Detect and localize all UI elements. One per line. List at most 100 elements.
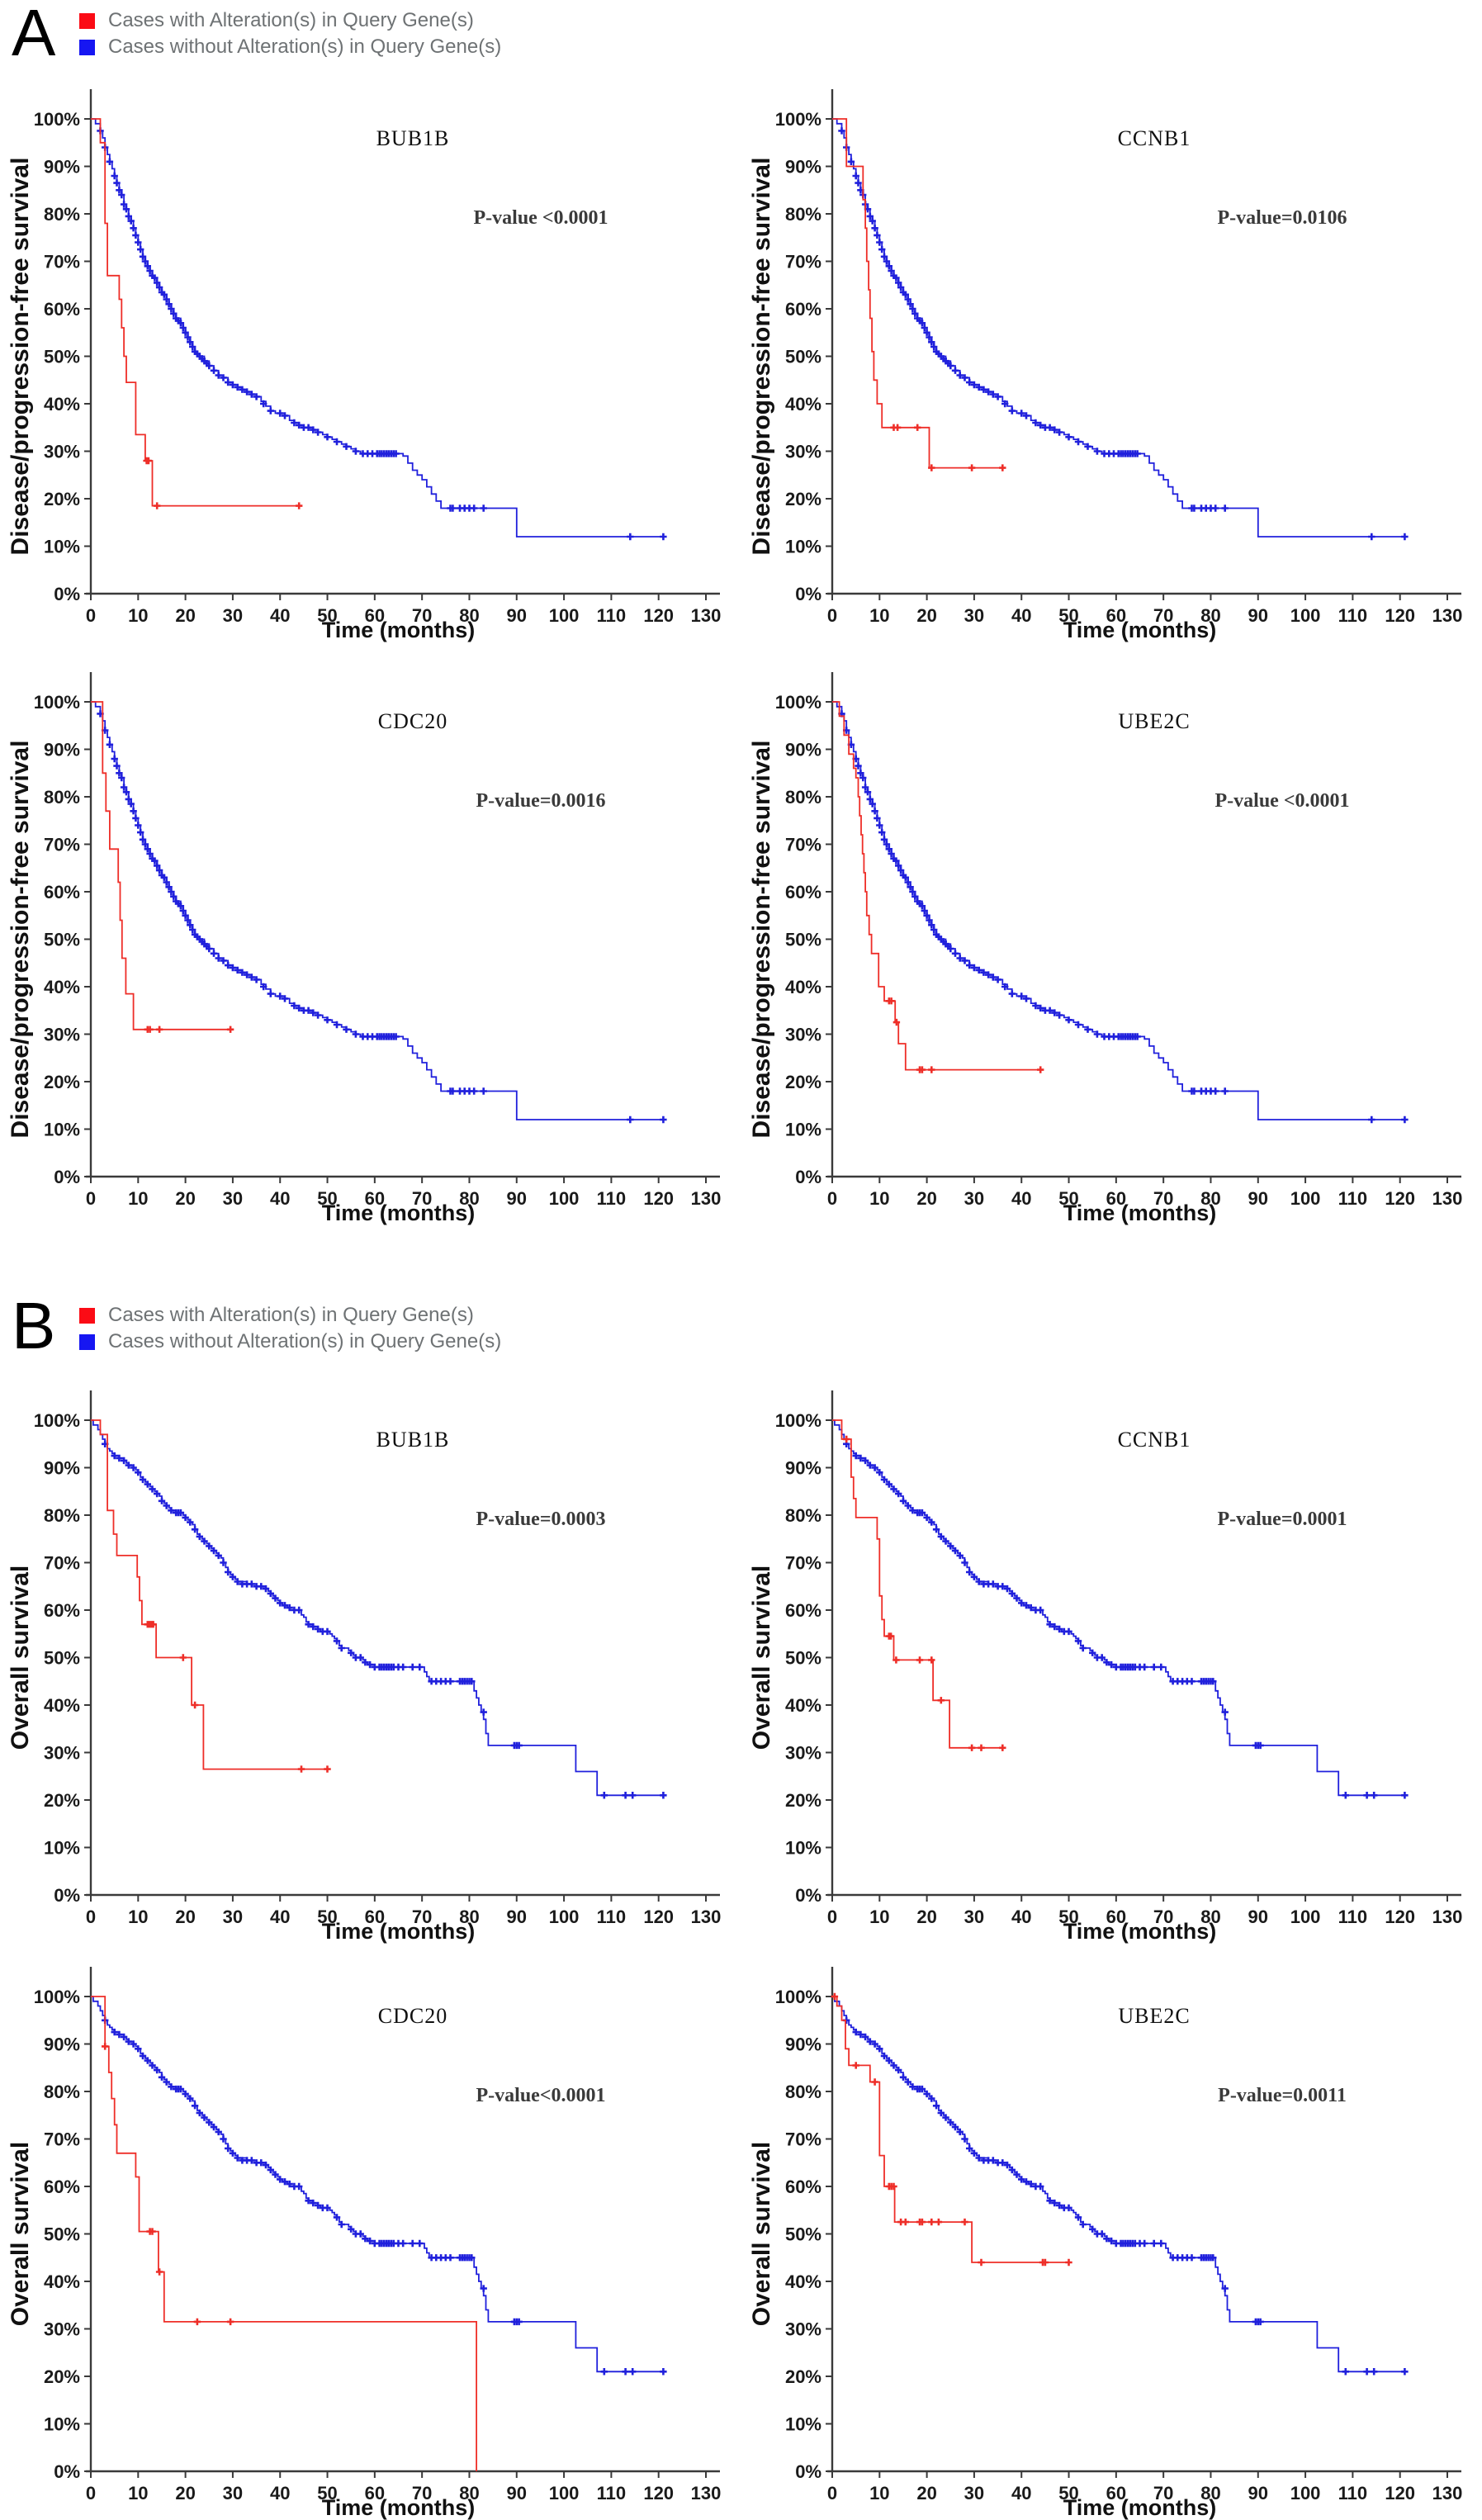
censor-mark	[1093, 1030, 1101, 1038]
censor-mark	[296, 1004, 303, 1012]
censor-mark	[151, 857, 159, 864]
y-tick-label: 80%	[44, 787, 80, 808]
censor-mark	[239, 386, 246, 393]
censor-mark	[961, 2135, 968, 2143]
censor-mark	[400, 2239, 407, 2248]
gene-title: CDC20	[378, 2004, 447, 2028]
y-tick-label: 50%	[44, 2224, 80, 2245]
censor-mark	[966, 961, 973, 969]
censor-mark	[951, 367, 959, 374]
censor-mark	[890, 1485, 897, 1493]
x-tick-label: 70	[1153, 2483, 1173, 2503]
x-axis-title: Time (months)	[1063, 2495, 1217, 2520]
censor-mark	[871, 225, 878, 232]
censor-mark	[897, 866, 905, 874]
x-tick-label: 0	[86, 605, 96, 626]
censor-mark	[449, 1087, 457, 1095]
censor-mark	[343, 1026, 350, 1033]
censor-mark	[1008, 2166, 1016, 2174]
censor-mark	[951, 1547, 959, 1555]
y-tick-label: 100%	[34, 1410, 80, 1431]
censor-mark	[627, 1116, 634, 1124]
censor-mark	[871, 2040, 878, 2048]
censor-mark	[961, 957, 968, 964]
censor-mark	[1003, 1584, 1011, 1593]
km-plot-ube2c-dfs: 0% 10% 20% 30% 40% 50% 60% 70% 80% 90% 100% 0 10 20 30…	[741, 642, 1482, 1225]
y-axis-title: Disease/progression-free survival	[7, 741, 34, 1139]
censor-mark	[1368, 1116, 1375, 1124]
censor-mark	[911, 310, 919, 317]
censor-mark	[928, 2218, 935, 2226]
censor-mark	[154, 862, 161, 869]
censor-mark	[660, 1792, 667, 1799]
censor-mark	[409, 1663, 416, 1671]
censor-mark	[928, 1656, 935, 1664]
censor-mark	[154, 279, 161, 287]
x-tick-label: 90	[507, 605, 527, 626]
legend-panel-b: Cases with Alteration(s) in Query Gene(s…	[79, 1304, 501, 1352]
censor-mark	[262, 1584, 270, 1593]
censor-mark	[918, 2085, 926, 2093]
censor-mark	[333, 438, 341, 446]
censor-mark	[928, 1066, 935, 1073]
censor-mark	[314, 1625, 322, 1633]
censor-mark	[1134, 450, 1141, 457]
x-tick-label: 30	[964, 1907, 984, 1927]
y-tick-label: 0%	[795, 584, 821, 604]
censor-mark	[182, 2090, 189, 2098]
censor-mark	[281, 995, 289, 1002]
y-tick-label: 20%	[785, 2366, 821, 2387]
p-value: P-value <0.0001	[1215, 790, 1350, 812]
censor-mark	[1401, 2368, 1409, 2376]
x-tick-label: 30	[223, 1907, 243, 1927]
censor-mark	[921, 324, 928, 332]
x-tick-label: 130	[1432, 605, 1463, 626]
censor-mark	[1103, 2235, 1110, 2243]
x-tick-label: 20	[175, 605, 195, 626]
censor-mark	[1065, 433, 1072, 441]
x-tick-label: 80	[1200, 2483, 1220, 2503]
x-tick-label: 70	[1153, 1188, 1173, 1209]
censor-mark	[116, 2030, 123, 2039]
legend-label-without-alterations: Cases without Alteration(s) in Query Gen…	[108, 36, 502, 58]
censor-mark	[291, 1002, 298, 1010]
x-tick-label: 50	[1058, 605, 1078, 626]
censor-mark	[310, 2199, 317, 2207]
censor-mark	[878, 828, 886, 836]
y-tick-label: 50%	[44, 347, 80, 367]
censor-mark	[158, 1497, 166, 1504]
y-tick-label: 80%	[785, 2082, 821, 2102]
censor-mark	[243, 971, 251, 978]
censor-mark	[622, 1792, 629, 1799]
censor-mark	[225, 2144, 232, 2153]
censor-mark	[310, 1622, 317, 1631]
y-tick-label: 80%	[785, 1505, 821, 1526]
censor-mark	[182, 912, 189, 919]
censor-mark	[909, 1507, 916, 1514]
censor-mark	[1084, 1026, 1091, 1033]
censor-mark	[966, 2144, 973, 2153]
x-axis-title: Time (months)	[322, 618, 476, 642]
x-tick-label: 0	[827, 2483, 837, 2503]
censor-mark	[348, 1649, 355, 1656]
censor-mark	[324, 2204, 331, 2212]
censor-mark	[1371, 1792, 1378, 1799]
x-tick-label: 120	[643, 605, 674, 626]
censor-mark	[923, 329, 930, 336]
censor-mark	[248, 391, 255, 398]
y-tick-label: 50%	[785, 1648, 821, 1669]
censor-mark	[852, 2062, 859, 2069]
censor-mark	[220, 2135, 227, 2143]
censor-mark	[956, 1551, 964, 1560]
x-tick-label: 110	[597, 2483, 627, 2503]
censor-mark	[1022, 412, 1030, 419]
censor-mark	[102, 2043, 109, 2050]
censor-mark	[843, 1435, 850, 1443]
x-tick-label: 10	[869, 1907, 889, 1927]
censor-mark	[170, 310, 178, 317]
censor-mark	[225, 378, 232, 386]
censor-mark	[310, 426, 317, 433]
y-axis-title: Disease/progression-free survival	[748, 741, 775, 1139]
censor-mark	[880, 1476, 888, 1484]
x-axis-title: Time (months)	[1063, 618, 1217, 642]
